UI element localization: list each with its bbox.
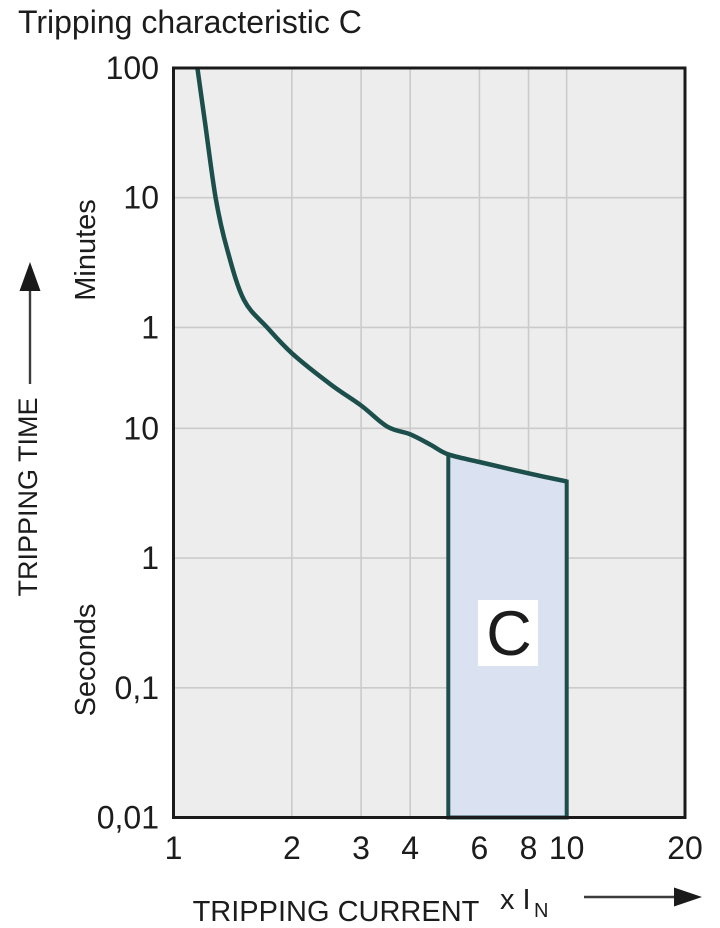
x-axis-title: TRIPPING CURRENT [193,896,480,928]
x-tick-label: 6 [471,830,489,866]
y-axis-tick-labels: 100 10 1 10 1 0,1 0,01 [97,50,159,836]
y-tick-label: 10 [123,410,159,446]
y-tick-label: 1 [141,309,159,345]
x-tick-label: 10 [549,830,585,866]
arrow-head [19,262,41,291]
y-tick-label: 0,1 [115,670,159,706]
y-tick-label: 10 [123,180,159,216]
plot-frame [172,66,687,819]
tripping-curve [195,67,568,484]
y-tick-label: 100 [106,50,159,86]
y-tick-label: 0,01 [97,800,159,836]
x-axis-unit-subscript: N [534,900,548,922]
x-tick-label: 2 [283,830,301,866]
tripping-current-arrow-icon [584,887,702,907]
y-axis-unit-seconds: Seconds [70,604,102,717]
y-axis-title: TRIPPING TIME [13,397,43,596]
x-tick-label: 8 [520,830,538,866]
x-axis-unit: x I [500,884,531,916]
page-title: Tripping characteristic C [18,4,362,40]
x-tick-label: 4 [401,830,419,866]
y-axis-unit-minutes: Minutes [70,199,102,301]
x-tick-label: 20 [667,830,703,866]
x-axis-tick-labels: 1 2 3 4 6 8 10 20 [165,830,703,866]
y-tick-label: 1 [141,540,159,576]
x-tick-label: 1 [165,830,183,866]
x-tick-label: 3 [352,830,370,866]
region-label-box [478,600,538,666]
gridlines [173,68,685,818]
tripping-time-arrow-icon [19,262,41,384]
arrow-head [674,887,702,907]
region-label: C [486,599,532,669]
